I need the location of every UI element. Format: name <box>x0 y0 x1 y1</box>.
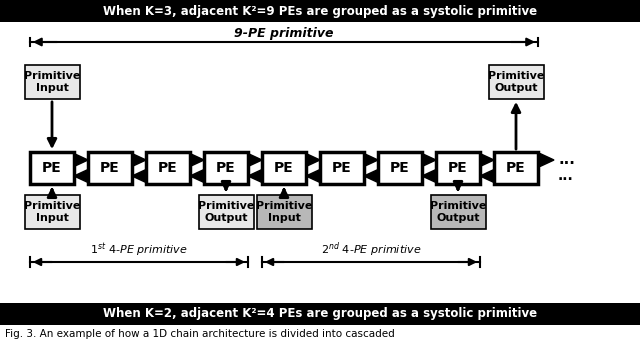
Text: PE: PE <box>158 161 178 175</box>
Polygon shape <box>132 154 146 166</box>
Polygon shape <box>74 169 88 182</box>
Text: $\mathit{2^{nd}\ 4\text{-}PE\ primitive}$: $\mathit{2^{nd}\ 4\text{-}PE\ primitive}… <box>321 240 421 259</box>
Text: PE: PE <box>42 161 62 175</box>
Text: ...: ... <box>558 169 573 183</box>
Polygon shape <box>364 154 378 166</box>
Bar <box>0 0 640 22</box>
Text: Fig. 3. An example of how a 1D chain architecture is divided into cascaded: Fig. 3. An example of how a 1D chain arc… <box>5 329 395 339</box>
Text: $\mathit{1^{st}\ 4\text{-}PE\ primitive}$: $\mathit{1^{st}\ 4\text{-}PE\ primitive}… <box>90 241 188 259</box>
Polygon shape <box>190 169 204 182</box>
Text: ...: ... <box>558 153 575 167</box>
Bar <box>24 195 79 229</box>
Text: Primitive
Output: Primitive Output <box>430 201 486 223</box>
Text: PE: PE <box>332 161 352 175</box>
Text: Primitive
Output: Primitive Output <box>198 201 254 223</box>
Polygon shape <box>422 154 436 166</box>
Bar <box>494 152 538 184</box>
Text: PE: PE <box>216 161 236 175</box>
Bar <box>204 152 248 184</box>
Text: PE: PE <box>274 161 294 175</box>
Text: When K=2, adjacent K²=4 PEs are grouped as a systolic primitive: When K=2, adjacent K²=4 PEs are grouped … <box>103 308 537 320</box>
Polygon shape <box>422 169 436 182</box>
Text: PE: PE <box>506 161 526 175</box>
Text: Primitive
Input: Primitive Input <box>256 201 312 223</box>
Bar <box>488 65 543 99</box>
Polygon shape <box>248 154 262 166</box>
Bar <box>198 195 253 229</box>
Bar <box>262 152 306 184</box>
Bar <box>30 152 74 184</box>
Polygon shape <box>248 169 262 182</box>
Bar <box>24 65 79 99</box>
Text: Primitive
Output: Primitive Output <box>488 71 544 93</box>
Text: PE: PE <box>448 161 468 175</box>
Polygon shape <box>132 169 146 182</box>
Polygon shape <box>306 169 320 182</box>
Polygon shape <box>480 169 494 182</box>
Bar <box>88 152 132 184</box>
Polygon shape <box>306 154 320 166</box>
Polygon shape <box>190 154 204 166</box>
Text: Primitive
Input: Primitive Input <box>24 71 80 93</box>
Text: Primitive
Input: Primitive Input <box>24 201 80 223</box>
Polygon shape <box>480 154 494 166</box>
Text: When K=3, adjacent K²=9 PEs are grouped as a systolic primitive: When K=3, adjacent K²=9 PEs are grouped … <box>103 4 537 17</box>
Text: PE: PE <box>100 161 120 175</box>
Bar <box>320 152 364 184</box>
Bar <box>378 152 422 184</box>
Text: 9-PE primitive: 9-PE primitive <box>234 27 333 40</box>
Polygon shape <box>540 154 554 166</box>
Polygon shape <box>364 169 378 182</box>
Bar <box>257 195 312 229</box>
Polygon shape <box>74 154 88 166</box>
Bar <box>146 152 190 184</box>
Bar <box>431 195 486 229</box>
Bar <box>0 303 640 325</box>
Bar <box>436 152 480 184</box>
Text: PE: PE <box>390 161 410 175</box>
